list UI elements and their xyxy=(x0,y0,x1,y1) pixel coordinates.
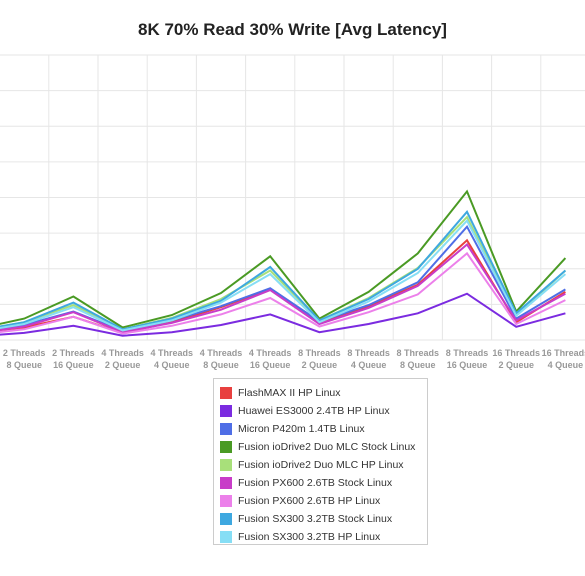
x-tick-label: 4 Threads 16 Queue xyxy=(249,348,292,370)
x-tick-label: 8 Threads 4 Queue xyxy=(347,348,390,370)
legend-swatch xyxy=(220,405,232,417)
legend-item: Fusion SX300 3.2TB Stock Linux xyxy=(220,510,427,528)
x-tick-label: 4 Threads 4 Queue xyxy=(151,348,194,370)
legend-label: Fusion SX300 3.2TB Stock Linux xyxy=(238,513,393,525)
series-line-3 xyxy=(0,189,567,329)
series-line-6 xyxy=(0,251,566,335)
x-tick-label: 16 Threads 4 Queue xyxy=(542,348,585,370)
legend-swatch xyxy=(220,459,232,471)
series-line-7 xyxy=(0,209,567,331)
legend-label: Huawei ES3000 2.4TB HP Linux xyxy=(238,405,390,417)
legend-item: Micron P420m 1.4TB Linux xyxy=(220,420,427,438)
legend-item: Fusion PX600 2.6TB HP Linux xyxy=(220,492,427,510)
x-tick-label: 4 Threads 8 Queue xyxy=(200,348,243,370)
legend-swatch xyxy=(220,423,232,435)
legend-swatch xyxy=(220,531,232,543)
series-line-4 xyxy=(0,215,567,331)
gridlines xyxy=(0,54,585,341)
series-lines xyxy=(0,189,567,337)
x-tick-label: 8 Threads 2 Queue xyxy=(298,348,341,370)
chart-title: 8K 70% Read 30% Write [Avg Latency] xyxy=(138,20,447,39)
legend-item: Fusion SX300 3.2TB HP Linux xyxy=(220,528,427,546)
legend-swatch xyxy=(220,513,232,525)
legend-item: Fusion ioDrive2 Duo MLC Stock Linux xyxy=(220,438,427,456)
legend-swatch xyxy=(220,387,232,399)
legend-swatch xyxy=(220,477,232,489)
legend-label: Fusion ioDrive2 Duo MLC Stock Linux xyxy=(238,441,416,453)
legend-swatch xyxy=(220,441,232,453)
series-line-5 xyxy=(0,243,566,334)
legend-label: FlashMAX II HP Linux xyxy=(238,387,341,399)
x-tick-label: 2 Threads 8 Queue xyxy=(3,348,46,370)
legend-label: Fusion SX300 3.2TB HP Linux xyxy=(238,531,381,543)
x-tick-label: 8 Threads 16 Queue xyxy=(446,348,489,370)
x-tick-label: 8 Threads 8 Queue xyxy=(397,348,440,370)
series-line-8 xyxy=(0,218,567,332)
legend-swatch xyxy=(220,495,232,507)
legend-label: Fusion ioDrive2 Duo MLC HP Linux xyxy=(238,459,404,471)
legend-item: FlashMAX II HP Linux xyxy=(220,384,427,402)
x-tick-label: 4 Threads 2 Queue xyxy=(101,348,144,370)
x-tick-label: 16 Threads 2 Queue xyxy=(492,348,540,370)
series-line-1 xyxy=(0,292,566,337)
x-tick-label: 2 Threads 16 Queue xyxy=(52,348,95,370)
legend-item: Huawei ES3000 2.4TB HP Linux xyxy=(220,402,427,420)
legend-label: Fusion PX600 2.6TB Stock Linux xyxy=(238,477,393,489)
legend-item: Fusion PX600 2.6TB Stock Linux xyxy=(220,474,427,492)
legend-label: Micron P420m 1.4TB Linux xyxy=(238,423,365,435)
legend: FlashMAX II HP Linux Huawei ES3000 2.4TB … xyxy=(213,378,428,545)
legend-item: Fusion ioDrive2 Duo MLC HP Linux xyxy=(220,456,427,474)
legend-label: Fusion PX600 2.6TB HP Linux xyxy=(238,495,381,507)
